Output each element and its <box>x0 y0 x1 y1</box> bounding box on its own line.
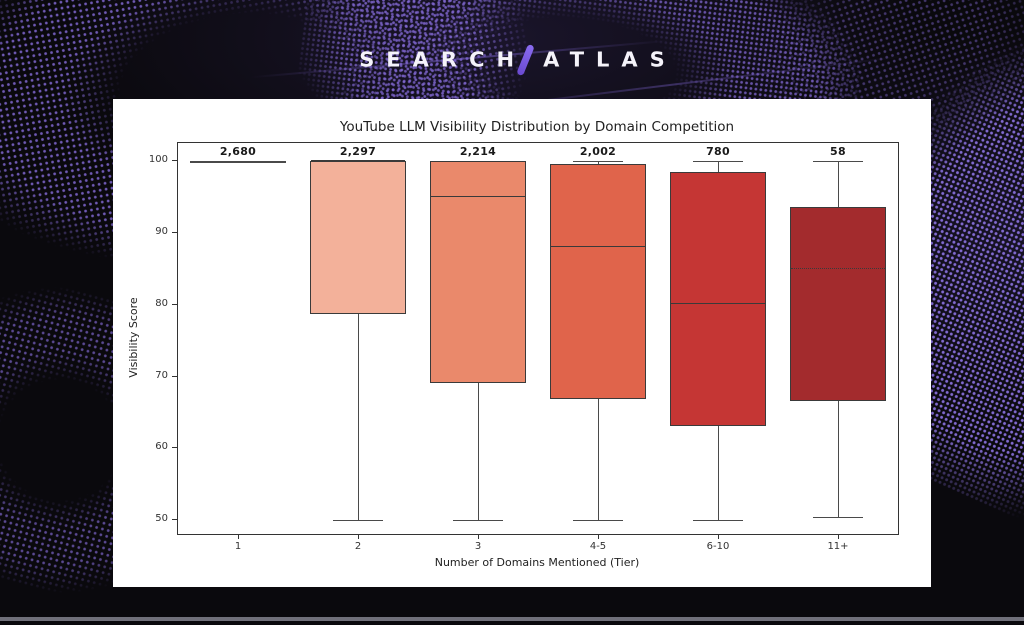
y-tick <box>172 375 178 377</box>
count-label: 2,680 <box>219 144 257 158</box>
lower-whisker <box>597 399 599 520</box>
lower-whisker <box>717 426 719 520</box>
bottom-strip <box>0 617 1024 621</box>
x-tick <box>717 535 719 539</box>
x-tick <box>597 535 599 539</box>
upper-whisker <box>717 160 719 173</box>
lower-whisker <box>477 383 479 520</box>
x-axis-label: Number of Domains Mentioned (Tier) <box>434 556 640 569</box>
count-label: 2,297 <box>339 144 377 158</box>
count-label: 58 <box>830 144 846 158</box>
x-tick <box>837 535 839 539</box>
search-atlas-logo: SEARCH ATLAS <box>0 42 1024 78</box>
y-axis-label: Visibility Score <box>127 297 140 378</box>
x-tick <box>477 535 479 539</box>
x-tick-label: 4-5 <box>589 541 607 552</box>
lower-whisker-cap <box>693 519 743 521</box>
x-tick-label: 6-10 <box>706 541 730 552</box>
x-tick-label: 1 <box>234 541 242 552</box>
upper-whisker-cap <box>693 160 743 162</box>
lower-whisker-cap <box>813 517 863 519</box>
upper-whisker-cap <box>573 160 623 162</box>
x-tick-label: 11+ <box>827 541 849 552</box>
x-tick-label: 2 <box>354 541 362 552</box>
lower-whisker-cap <box>573 519 623 521</box>
count-label: 2,214 <box>459 144 497 158</box>
box-tier-6-10 <box>670 172 766 427</box>
upper-whisker-cap <box>813 160 863 162</box>
y-tick-label: 90 <box>155 226 168 238</box>
lower-whisker-cap <box>453 519 503 521</box>
lower-whisker <box>837 400 839 518</box>
lower-whisker <box>357 313 359 520</box>
y-tick-label: 100 <box>148 154 168 166</box>
y-tick-label: 70 <box>155 369 168 381</box>
x-tick <box>357 535 359 539</box>
logo-text-atlas: ATLAS <box>543 48 677 72</box>
box-tier-4-5 <box>550 163 646 400</box>
box-tier-11+ <box>790 206 886 401</box>
lower-whisker-cap <box>333 519 383 521</box>
y-tick <box>172 303 178 305</box>
count-label: 780 <box>706 144 730 158</box>
y-tick <box>172 519 178 521</box>
y-tick-label: 60 <box>155 441 168 453</box>
y-tick <box>172 232 178 234</box>
median-line <box>791 267 885 269</box>
y-tick <box>172 160 178 162</box>
boxplot-axes: 50 60 70 80 90 100 1 2,680 2 2,297 3 2,214 4-5 2,002 6… <box>149 142 899 552</box>
count-label: 2,002 <box>579 144 617 158</box>
median-line <box>431 195 525 197</box>
x-tick-label: 3 <box>474 541 482 552</box>
collapsed-box-line <box>190 160 286 163</box>
box-tier-2 <box>310 160 406 314</box>
x-tick <box>237 535 239 539</box>
y-tick <box>172 447 178 449</box>
upper-whisker <box>597 160 599 164</box>
y-tick-label: 80 <box>155 297 168 309</box>
chart-panel: YouTube LLM Visibility Distribution by D… <box>113 99 931 587</box>
median-line <box>551 246 645 248</box>
upper-whisker <box>837 160 839 207</box>
y-tick-label: 50 <box>155 513 168 525</box>
box-tier-3 <box>430 160 526 384</box>
chart-title: YouTube LLM Visibility Distribution by D… <box>339 119 735 135</box>
logo-text-search: SEARCH <box>359 48 527 72</box>
median-line <box>311 159 405 161</box>
median-line <box>671 303 765 305</box>
